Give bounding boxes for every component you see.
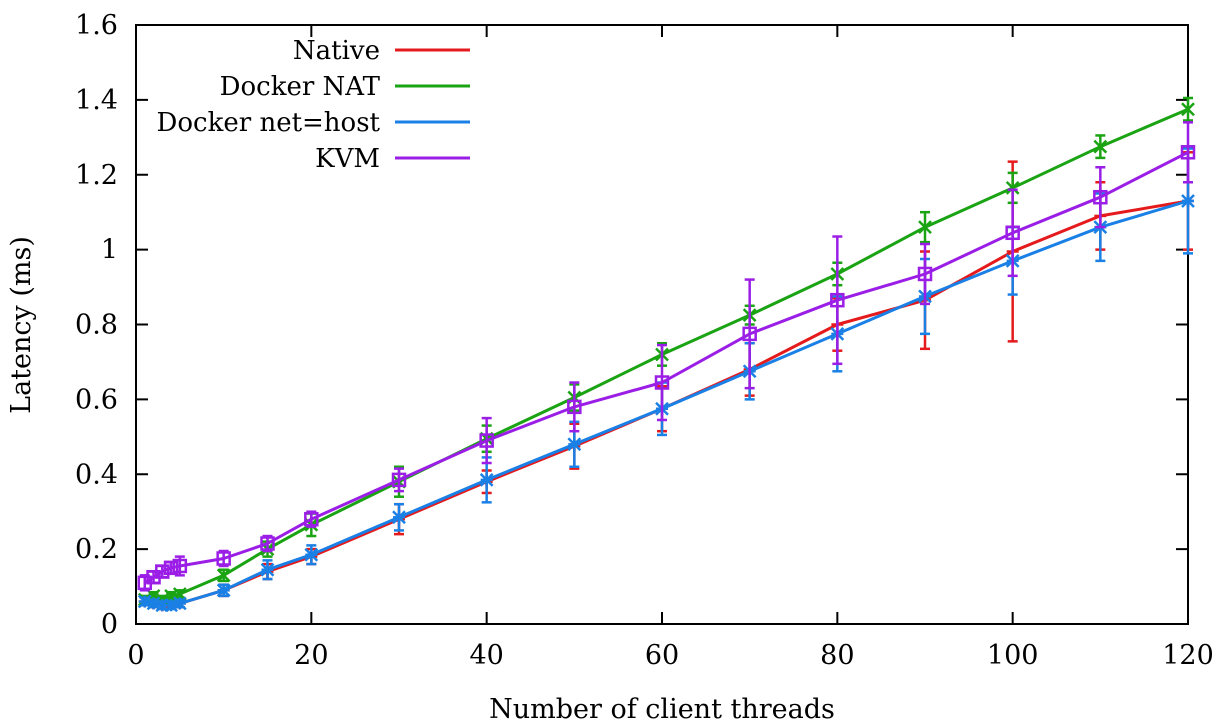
y-tick-label: 0.6 [75, 384, 118, 415]
data-point [1181, 102, 1195, 117]
data-point [918, 220, 932, 235]
y-tick-label: 1.4 [75, 85, 118, 116]
y-axis-label: Latency (ms) [6, 236, 37, 414]
y-tick-label: 0.2 [75, 534, 118, 565]
legend-label: Docker net=host [157, 108, 381, 138]
error-bar [394, 467, 404, 493]
data-point [260, 562, 275, 577]
x-tick-label: 60 [645, 640, 679, 671]
legend-item: Docker NAT [220, 72, 470, 102]
y-tick-label: 0 [101, 609, 118, 640]
series-kvm [137, 121, 1196, 592]
data-point [392, 510, 406, 525]
data-point [917, 266, 933, 282]
data-point [304, 547, 319, 562]
data-point [260, 536, 275, 551]
x-axis-label: Number of client threads [489, 694, 835, 725]
data-point [1181, 194, 1195, 208]
data-point [830, 292, 845, 308]
data-point [654, 375, 670, 390]
data-point [1005, 180, 1020, 195]
error-bar [744, 278, 755, 390]
error-bar [657, 343, 667, 422]
data-point [567, 399, 582, 415]
data-point [172, 596, 187, 611]
series-docker-nat [137, 96, 1195, 607]
x-tick-label: 40 [469, 640, 503, 671]
legend-item: Native [293, 36, 470, 66]
data-point [216, 551, 231, 566]
legend-label: Native [293, 36, 380, 66]
y-tick-label: 0.8 [75, 310, 118, 341]
data-point [1093, 189, 1108, 205]
error-bar [920, 242, 930, 306]
data-point [216, 568, 231, 583]
series-line [143, 150, 1189, 585]
series-docker-net-host [137, 147, 1195, 613]
error-bar [1007, 188, 1018, 278]
legend-label: KVM [315, 144, 380, 174]
y-tick-label: 1 [101, 235, 118, 266]
data-point [567, 437, 582, 452]
data-point [304, 511, 319, 527]
data-point [391, 472, 407, 488]
data-point [155, 564, 170, 579]
legend-label: Docker NAT [220, 72, 381, 102]
data-point [216, 583, 231, 598]
axis-ticks [135, 24, 1189, 625]
data-point [742, 326, 757, 342]
error-bar [1095, 166, 1106, 229]
x-tick-label: 120 [1162, 640, 1214, 671]
data-point [479, 472, 494, 487]
error-bar [1183, 121, 1193, 184]
x-tick-label: 100 [987, 640, 1039, 671]
y-tick-label: 0.4 [75, 459, 118, 490]
y-tick-label: 1.6 [75, 10, 118, 41]
legend-item: Docker net=host [157, 108, 470, 138]
legend: Native Docker NAT Docker net=host KVM [157, 36, 470, 174]
axis-tick-labels: 0 20 40 60 80 100 120 0 0.2 0.4 0.6 0.8 1 1.2 1.4 1.6 [75, 10, 1214, 671]
error-bar [832, 235, 843, 366]
data-point [172, 558, 188, 574]
x-tick-label: 20 [294, 640, 328, 671]
data-point [479, 433, 494, 448]
data-point [1005, 225, 1020, 241]
error-bar [481, 416, 492, 465]
legend-item: KVM [315, 144, 470, 174]
data-point [1180, 145, 1196, 160]
data-point [163, 560, 179, 576]
error-bar [569, 381, 580, 433]
x-tick-label: 0 [127, 640, 144, 671]
series-layer [137, 96, 1196, 613]
x-tick-label: 80 [820, 640, 854, 671]
data-point [1093, 139, 1108, 154]
y-tick-label: 1.2 [75, 160, 118, 191]
